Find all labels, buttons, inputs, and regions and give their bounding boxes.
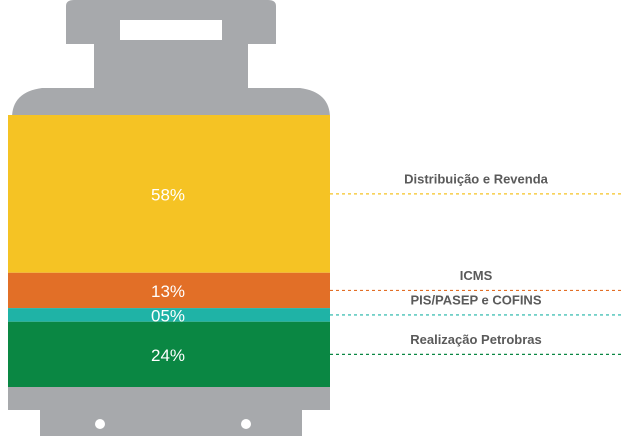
segment [8, 321, 330, 387]
value-label: 24% [151, 346, 185, 365]
cylinder-top [12, 0, 330, 118]
segment [8, 308, 330, 322]
value-label: 05% [151, 306, 185, 325]
value-label: 58% [151, 185, 185, 204]
category-label: Distribuição e Revenda [404, 171, 549, 186]
cylinder-bottom [8, 384, 330, 410]
base-hole [95, 419, 105, 429]
cylinder-base [40, 408, 302, 436]
value-label: 13% [151, 282, 185, 301]
segment [8, 115, 330, 273]
category-label: Realização Petrobras [410, 332, 542, 347]
base-hole [241, 419, 251, 429]
segment [8, 272, 330, 309]
category-label: PIS/PASEP e COFINS [410, 292, 541, 307]
category-label: ICMS [460, 268, 493, 283]
cylinder [8, 0, 330, 436]
